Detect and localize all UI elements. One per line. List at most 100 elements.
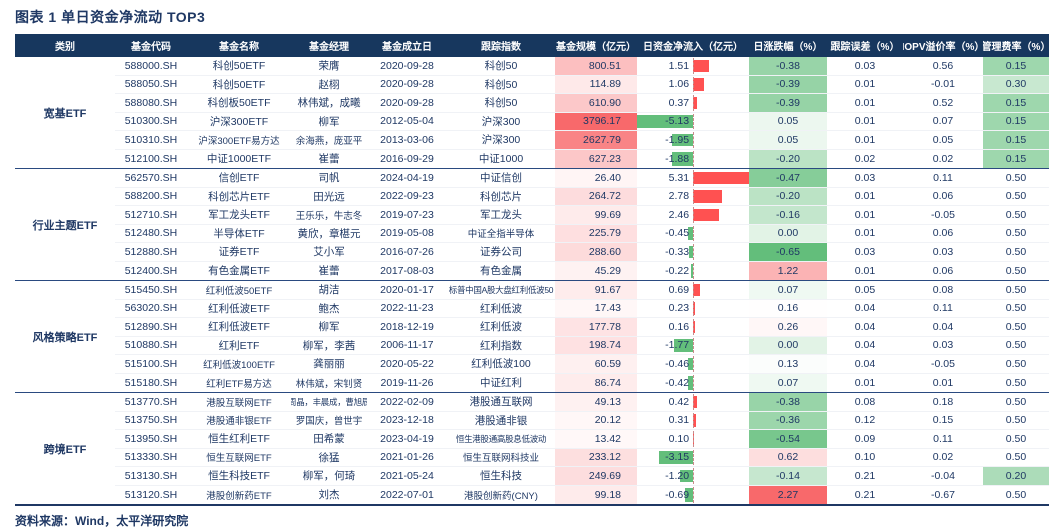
fund-size-cell: 800.51 — [555, 57, 637, 76]
fund-code-cell: 515450.SH — [115, 281, 187, 300]
fund-manager-cell: 柳军，李茜 — [291, 337, 367, 355]
flow-axis-line — [693, 225, 694, 241]
fund-manager-cell: 徐猛 — [291, 449, 367, 467]
fund-name-cell: 红利低波50ETF — [187, 281, 291, 300]
fund-name-cell: 科创50ETF — [187, 76, 291, 94]
inflow-bar — [693, 190, 723, 203]
fund-size-cell: 225.79 — [555, 224, 637, 243]
tracking-index-cell: 红利低波100 — [447, 355, 555, 374]
daily-change-cell: 0.07 — [749, 373, 827, 392]
daily-change-cell: -0.36 — [749, 411, 827, 430]
fund-manager-cell: 罗国庆，曾世宇 — [291, 412, 367, 430]
net-flow-value: 1.06 — [668, 78, 690, 91]
iopv-premium-cell: 0.11 — [903, 300, 983, 318]
net-flow-cell: -0.45 — [637, 225, 749, 243]
net-flow-value: 2.78 — [668, 190, 690, 203]
tracking-error-cell: 0.02 — [854, 152, 876, 165]
flow-axis-line — [693, 374, 694, 391]
fund-size-cell: 20.12 — [555, 411, 637, 430]
flow-axis-line — [693, 150, 694, 167]
tracking-error-cell: 0.01 — [827, 113, 903, 131]
inception-date-cell: 2020-01-17 — [367, 281, 447, 300]
net-flow-cell: 0.31 — [637, 412, 749, 430]
inflow-bar — [693, 78, 705, 91]
tracking-index-cell: 恒生科技 — [447, 467, 555, 486]
fund-name-cell: 有色金属ETF — [208, 265, 270, 278]
mgmt-fee-cell: 0.50 — [983, 299, 1049, 318]
net-flow-value: -0.42 — [665, 376, 690, 389]
tracking-error-cell: 0.04 — [827, 355, 903, 374]
fund-manager-cell: 崔蕾 — [318, 265, 340, 278]
tracking-index-cell: 红利低波 — [447, 300, 555, 318]
daily-change-cell: -0.65 — [749, 243, 827, 262]
fund-code-cell: 588200.SH — [115, 188, 187, 206]
inception-date-cell: 2019-07-23 — [367, 206, 447, 225]
tracking-error-cell: 0.09 — [827, 430, 903, 449]
net-flow-cell: 0.16 — [637, 318, 749, 337]
fund-name-cell: 沪深300ETF — [187, 113, 291, 131]
etf-category-group: 行业主题ETF 562570.SH 信创ETF 司帆 2024-04-19 中证信创 26.… — [15, 168, 1049, 280]
daily-change-cell: -0.20 — [749, 149, 827, 168]
inception-date-cell: 2023-04-19 — [367, 430, 447, 449]
outflow-bar — [672, 152, 693, 166]
tracking-error-cell: 0.10 — [827, 449, 903, 467]
fund-code-cell: 513120.SH — [124, 488, 178, 501]
net-flow-value: -0.45 — [665, 227, 690, 240]
fund-size-cell: 627.23 — [555, 149, 637, 168]
net-flow-value: -0.33 — [665, 245, 690, 258]
iopv-premium-cell: 0.04 — [903, 318, 983, 337]
fund-code-cell: 513330.SH — [115, 449, 187, 467]
inflow-bar — [693, 414, 697, 427]
tracking-error-cell: 0.01 — [827, 94, 903, 113]
fund-code-cell: 513750.SH — [115, 412, 187, 430]
daily-change-cell: 0.13 — [749, 355, 827, 374]
net-flow-value: -0.22 — [665, 264, 690, 277]
fund-size-cell: 91.67 — [555, 281, 637, 300]
net-flow-cell: 0.10 — [637, 430, 749, 449]
fund-manager-cell: 艾小军 — [291, 243, 367, 262]
tracking-error-cell: 0.12 — [827, 412, 903, 430]
fund-code-cell: 513130.SH — [115, 467, 187, 486]
etf-category-group: 跨境ETF 513770.SH 港股互联网ETF 周晶，丰晨成，曹旭辰 2022-02-… — [15, 392, 1049, 504]
outflow-bar — [658, 451, 693, 464]
iopv-premium-cell: 0.15 — [903, 412, 983, 430]
mgmt-fee-cell: 0.50 — [983, 169, 1049, 188]
fund-size-cell: 114.89 — [555, 75, 637, 94]
fund-size-cell: 99.18 — [555, 485, 637, 504]
fund-manager-cell: 龚丽丽 — [291, 355, 367, 374]
fund-name-cell: 中证1000ETF — [206, 153, 272, 166]
flow-axis-line — [693, 58, 694, 74]
inception-date-cell: 2022-09-23 — [367, 188, 447, 206]
fund-size-cell: 610.90 — [555, 94, 637, 113]
net-flow-value: -1.77 — [665, 339, 690, 352]
flow-axis-line — [693, 132, 694, 148]
tracking-error-cell: 0.01 — [854, 376, 876, 389]
fund-code-cell: 512480.SH — [115, 225, 187, 243]
net-flow-value: 0.69 — [668, 283, 690, 296]
tracking-error-cell: 0.04 — [827, 337, 903, 355]
fund-manager-cell: 余海燕，庞亚平 — [291, 131, 367, 150]
fund-size-cell: 60.59 — [555, 355, 637, 374]
tracking-index-cell: 科创50 — [447, 76, 555, 94]
inception-date-cell: 2024-04-19 — [367, 169, 447, 188]
tracking-error-cell: 0.05 — [827, 281, 903, 300]
fund-name-cell: 红利低波ETF — [187, 318, 291, 337]
net-flow-cell: 0.37 — [637, 94, 749, 113]
net-flow-value: 2.46 — [668, 208, 690, 221]
iopv-premium-cell: -0.67 — [931, 488, 955, 501]
iopv-premium-cell: -0.05 — [903, 355, 983, 374]
inception-date-cell: 2022-11-23 — [367, 300, 447, 318]
fund-code-cell: 512100.SH — [124, 152, 178, 165]
flow-axis-line — [693, 337, 694, 353]
mgmt-fee-cell: 0.50 — [983, 261, 1049, 280]
column-header: 基金成立日 — [382, 42, 432, 53]
mgmt-fee-cell: 0.50 — [983, 187, 1049, 206]
fund-manager-cell: 司帆 — [291, 169, 367, 188]
net-flow-cell: -1.95 — [637, 131, 749, 150]
mgmt-fee-cell: 0.50 — [983, 318, 1049, 337]
mgmt-fee-cell: 0.50 — [983, 206, 1049, 225]
mgmt-fee-cell: 0.15 — [983, 57, 1049, 76]
tracking-error-cell: 0.01 — [854, 264, 876, 277]
inflow-bar — [693, 59, 709, 72]
flow-axis-line — [693, 170, 694, 186]
